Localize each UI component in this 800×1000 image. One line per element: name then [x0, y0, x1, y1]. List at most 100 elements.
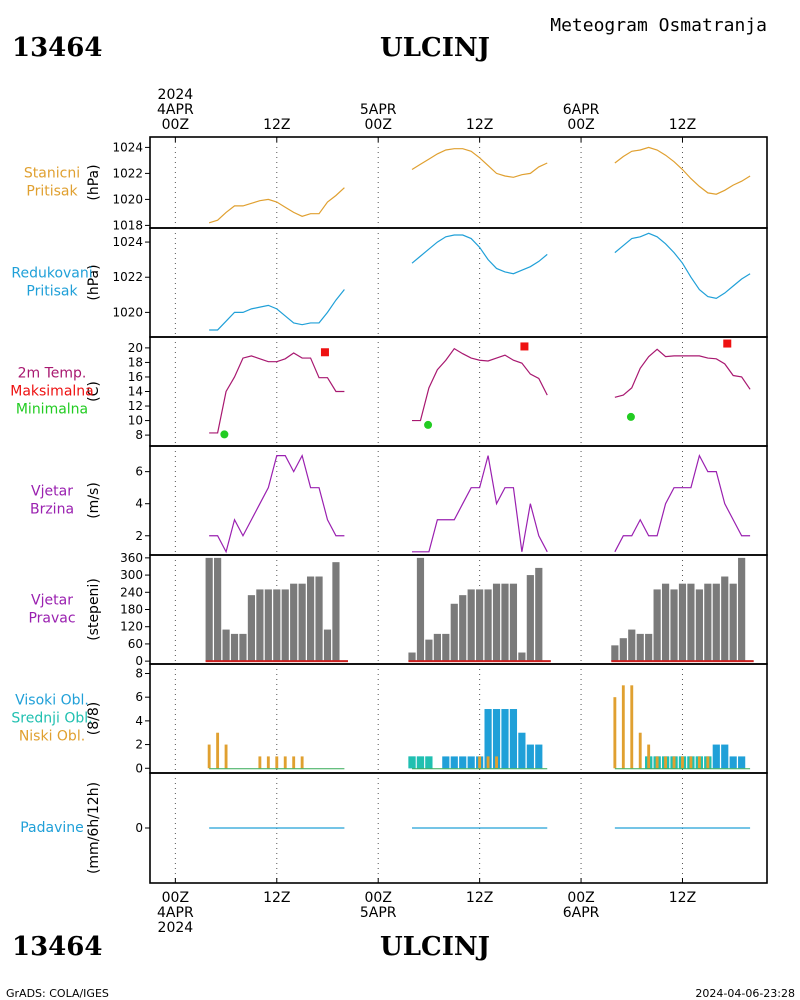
cloud-bar	[535, 744, 543, 769]
y-tick-label: 6	[135, 690, 143, 704]
direction-bar	[315, 576, 323, 662]
panel-label: Srednji Obl.	[11, 711, 92, 727]
time-label-bottom: 5APR	[360, 905, 397, 921]
direction-bar	[264, 589, 272, 662]
time-label-top: 12Z	[466, 117, 493, 133]
direction-bar	[467, 589, 475, 662]
cloud-bar	[613, 697, 617, 769]
cloud-bar	[486, 756, 490, 769]
y-tick-label: 120	[120, 620, 143, 634]
y-tick-label: 1024	[112, 235, 143, 249]
cloud-bar	[478, 756, 482, 769]
cloud-bar	[501, 709, 509, 769]
cloud-bar	[258, 756, 262, 769]
min-temp-marker	[626, 412, 635, 421]
y-tick-label: 300	[120, 568, 143, 582]
series-line	[614, 146, 751, 195]
y-tick-label: 0	[135, 761, 143, 775]
panel-precipitation: 0 (mm/6h/12h)Padavine	[20, 772, 768, 884]
series-line	[411, 234, 548, 275]
direction-bar	[205, 557, 213, 662]
direction-bar	[712, 583, 720, 662]
cloud-bar	[509, 709, 518, 769]
chart-title: Meteogram Osmatranja	[550, 15, 767, 36]
series-line	[208, 187, 345, 224]
footer-timestamp: 2024-04-06-23:28	[695, 987, 795, 1000]
cloud-bar	[647, 744, 651, 769]
direction-bar	[239, 633, 247, 662]
direction-bar	[492, 583, 501, 662]
panel-frame	[149, 772, 768, 884]
y-axis-label: (stepeni)	[86, 578, 102, 641]
time-label-bottom: 00Z	[365, 890, 392, 906]
y-tick-label: 18	[128, 355, 143, 369]
direction-bar	[670, 589, 678, 662]
direction-bar	[628, 629, 636, 662]
time-label-bottom: 00Z	[567, 890, 594, 906]
panel-label: Padavine	[20, 820, 84, 836]
y-tick-label: 12	[128, 399, 143, 413]
panel-frame	[149, 336, 768, 447]
footer-credit: GrADS: COLA/IGES	[6, 987, 109, 1000]
cloud-bar	[672, 756, 676, 769]
cloud-bar	[275, 756, 279, 769]
cloud-bar	[738, 756, 746, 769]
direction-bar	[408, 652, 416, 662]
min-temp-marker	[424, 420, 433, 429]
time-label-bottom: 12Z	[669, 890, 696, 906]
cloud-bar	[712, 744, 720, 769]
cloud-bar	[526, 744, 534, 769]
y-axis-label: (mm/6h/12h)	[86, 782, 102, 874]
panel-label: Brzina	[30, 502, 74, 518]
direction-bar	[425, 639, 433, 662]
cloud-bar	[638, 732, 642, 769]
cloud-bar	[416, 756, 425, 769]
y-tick-label: 1022	[112, 166, 143, 180]
series-line	[209, 453, 345, 554]
direction-bar	[738, 557, 746, 662]
cloud-bar	[292, 756, 296, 769]
direction-bar	[484, 589, 492, 662]
station-name-top: ULCINJ	[380, 33, 490, 63]
direction-bar	[450, 603, 458, 662]
y-axis-label: (hPa)	[86, 164, 102, 200]
direction-bar	[509, 583, 518, 662]
y-tick-label: 20	[128, 341, 143, 355]
y-tick-label: 16	[128, 370, 143, 384]
y-tick-label: 8	[135, 428, 143, 442]
direction-bar	[535, 567, 543, 662]
y-tick-label: 0	[135, 821, 143, 835]
direction-bar	[459, 595, 467, 662]
panel-wind_speed: 2 4 6 (m/s) Vjetar Brzina	[30, 445, 768, 556]
y-axis-label: (8/8)	[86, 702, 102, 735]
y-tick-label: 0	[135, 654, 143, 668]
direction-bar	[247, 595, 256, 662]
panel-label: Minimalna	[16, 402, 88, 418]
series-line	[614, 453, 751, 553]
panel-label: Pritisak	[26, 184, 78, 200]
series-line	[614, 232, 751, 299]
panel-label: Vjetar	[31, 593, 73, 609]
series-line	[209, 352, 345, 434]
direction-bar	[433, 633, 441, 662]
time-label-top: 2024	[158, 87, 194, 103]
y-tick-label: 2	[135, 738, 143, 752]
y-tick-label: 1018	[112, 218, 143, 232]
cloud-bar	[425, 756, 433, 769]
time-label-bottom: 2024	[158, 920, 194, 936]
panel-reduced_pressure: 1020 1022 1024 (hPa)Redukovani Pritisak	[11, 227, 768, 338]
time-label-bottom: 12Z	[466, 890, 493, 906]
max-temp-marker	[723, 339, 732, 348]
direction-bar	[653, 589, 661, 662]
cloud-bar	[495, 756, 498, 769]
direction-bar	[256, 589, 264, 662]
cloud-bar	[224, 744, 228, 769]
time-label-top: 4APR	[157, 102, 194, 118]
direction-bar	[695, 589, 703, 662]
y-tick-label: 1022	[112, 270, 143, 284]
direction-bar	[636, 633, 644, 662]
time-label-top: 00Z	[567, 117, 594, 133]
max-temp-marker	[320, 348, 329, 357]
